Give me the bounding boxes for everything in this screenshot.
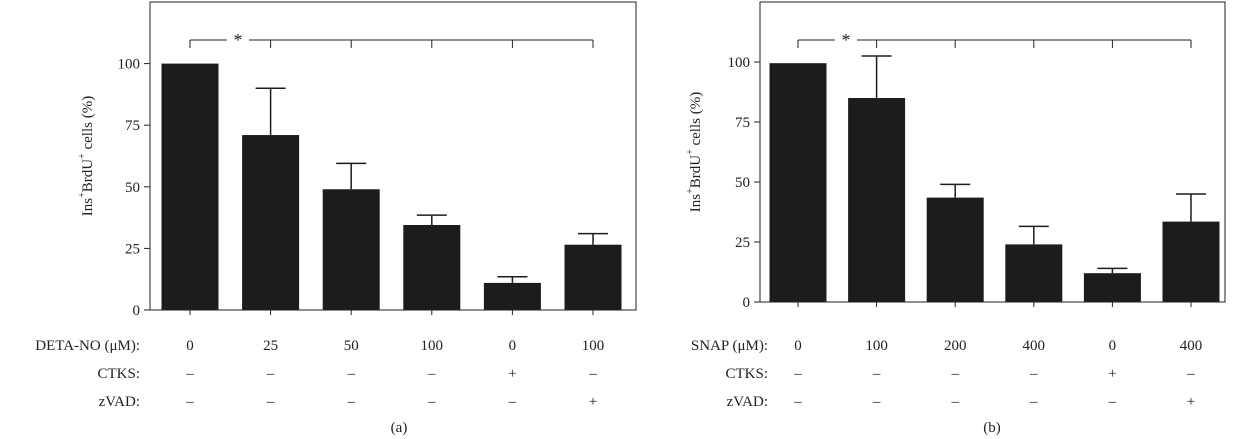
condition-value: – bbox=[793, 366, 802, 382]
condition-value: 400 bbox=[1023, 338, 1046, 354]
bar bbox=[161, 63, 219, 310]
bar bbox=[242, 135, 300, 310]
condition-value: – bbox=[588, 366, 597, 382]
panel-label: (a) bbox=[391, 420, 408, 436]
chart-panel-1: 0 25 50 75 100 Ins+BrdU+ cells (%) * DETA-NO (μ… bbox=[35, 1, 637, 436]
condition-value: – bbox=[793, 394, 802, 410]
condition-row-label: CTKS: bbox=[97, 366, 140, 382]
condition-value: – bbox=[1029, 394, 1038, 410]
bar bbox=[1162, 221, 1220, 302]
condition-value: – bbox=[427, 366, 436, 382]
condition-value: 0 bbox=[186, 338, 194, 354]
condition-value: 0 bbox=[509, 338, 517, 354]
condition-value: – bbox=[950, 366, 959, 382]
significance-marker: * bbox=[842, 30, 851, 50]
panel-label: (b) bbox=[983, 420, 1001, 436]
condition-value: – bbox=[427, 394, 436, 410]
condition-value: 50 bbox=[344, 338, 359, 354]
y-tick-label: 50 bbox=[735, 175, 750, 191]
condition-value: 25 bbox=[263, 338, 278, 354]
significance-marker: * bbox=[234, 30, 243, 50]
bar bbox=[926, 197, 984, 302]
condition-value: 0 bbox=[794, 338, 802, 354]
bar bbox=[403, 224, 461, 310]
condition-row-label: DETA-NO (μM): bbox=[35, 338, 140, 354]
condition-row-label: zVAD: bbox=[727, 394, 768, 410]
y-tick-label: 100 bbox=[118, 57, 141, 73]
bar bbox=[564, 244, 622, 310]
condition-row-label: SNAP (μM): bbox=[691, 338, 768, 354]
y-tick-label: 0 bbox=[743, 295, 751, 311]
condition-value: – bbox=[872, 366, 881, 382]
bar bbox=[483, 282, 541, 310]
condition-value: – bbox=[266, 394, 275, 410]
condition-value: 100 bbox=[865, 338, 888, 354]
y-axis-title: Ins+BrdU+ cells (%) bbox=[77, 96, 96, 216]
y-axis-title: Ins+BrdU+ cells (%) bbox=[685, 92, 704, 212]
condition-value: 0 bbox=[1109, 338, 1117, 354]
condition-value: + bbox=[1108, 366, 1116, 382]
condition-value: – bbox=[185, 394, 194, 410]
condition-value: – bbox=[1186, 366, 1195, 382]
condition-value: – bbox=[872, 394, 881, 410]
y-tick-label: 75 bbox=[735, 115, 750, 131]
plot-frame bbox=[149, 1, 637, 311]
bar bbox=[848, 98, 906, 302]
y-tick-label: 25 bbox=[125, 241, 140, 257]
bar bbox=[322, 189, 380, 310]
condition-value: – bbox=[1108, 394, 1117, 410]
condition-value: – bbox=[950, 394, 959, 410]
condition-row-label: zVAD: bbox=[99, 394, 140, 410]
condition-value: + bbox=[589, 394, 597, 410]
bar bbox=[769, 63, 827, 303]
y-tick-label: 100 bbox=[728, 55, 751, 71]
plot-frame bbox=[759, 1, 1226, 303]
condition-row-label: CTKS: bbox=[725, 366, 768, 382]
chart-panel-2: 0 25 50 75 100 Ins+BrdU+ cells (%) * SNAP (μM):… bbox=[685, 1, 1226, 436]
y-tick-label: 75 bbox=[125, 118, 140, 134]
condition-value: + bbox=[508, 366, 516, 382]
condition-value: – bbox=[346, 366, 355, 382]
condition-value: 200 bbox=[944, 338, 967, 354]
bar bbox=[1083, 273, 1141, 302]
y-tick-label: 50 bbox=[125, 180, 140, 196]
condition-value: – bbox=[346, 394, 355, 410]
condition-value: – bbox=[266, 366, 275, 382]
condition-value: – bbox=[508, 394, 517, 410]
condition-value: + bbox=[1187, 394, 1195, 410]
condition-value: – bbox=[185, 366, 194, 382]
bar bbox=[1005, 244, 1063, 302]
condition-value: – bbox=[1029, 366, 1038, 382]
y-tick-label: 0 bbox=[133, 303, 141, 319]
condition-value: 400 bbox=[1180, 338, 1203, 354]
condition-value: 100 bbox=[582, 338, 605, 354]
y-tick-label: 25 bbox=[735, 235, 750, 251]
condition-value: 100 bbox=[421, 338, 444, 354]
